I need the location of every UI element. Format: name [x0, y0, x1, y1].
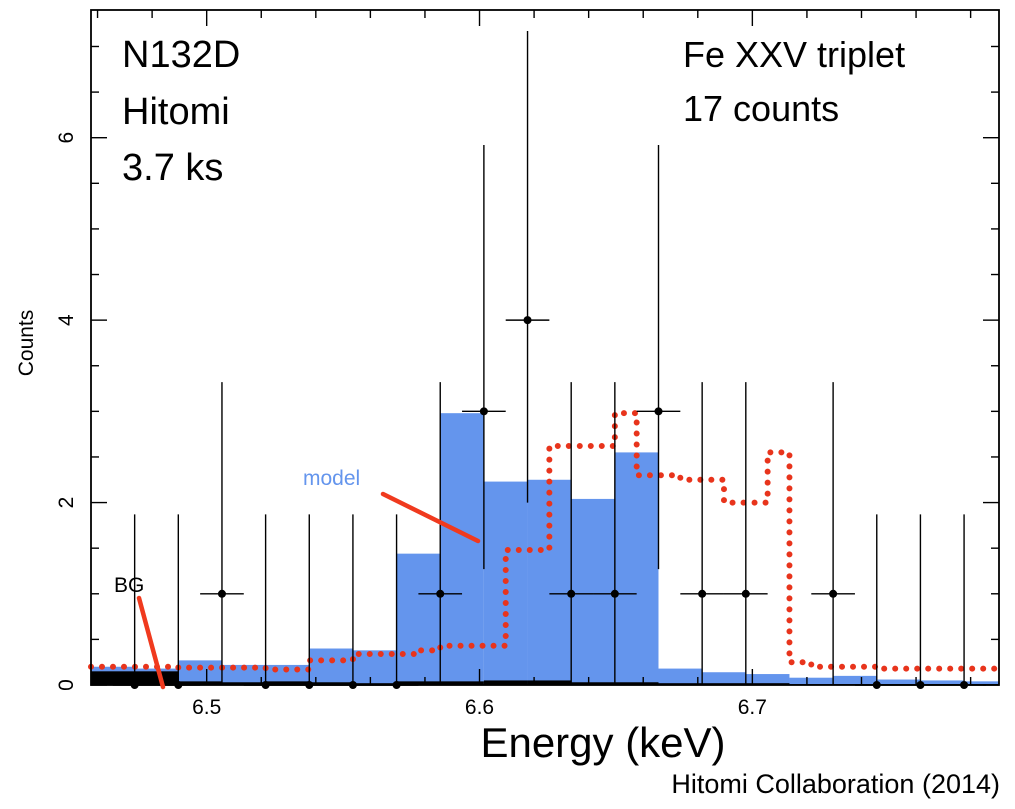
model-bar — [571, 498, 615, 685]
data-point — [698, 589, 707, 598]
data-point — [829, 589, 838, 598]
x-axis-label: Energy (keV) — [480, 719, 725, 766]
data-point — [610, 589, 619, 598]
model-bar — [658, 668, 703, 685]
annotation-top-right-2: 17 counts — [683, 88, 839, 129]
bg-bar — [745, 683, 790, 685]
model-bar — [833, 675, 877, 685]
bg-bar — [309, 682, 353, 685]
model-bar — [527, 479, 572, 685]
x-tick-label: 6.5 — [192, 696, 221, 719]
bg-bar — [702, 683, 746, 685]
y-tick-label: 6 — [55, 132, 78, 144]
annotation-top-left-1: N132D — [122, 34, 240, 76]
data-point — [654, 407, 663, 416]
plot-border — [90, 9, 1000, 686]
model-label: model — [303, 467, 360, 490]
data-points — [112, 30, 986, 689]
bg-bar — [134, 671, 179, 685]
data-point — [217, 589, 226, 598]
dotted-step-line — [88, 410, 1002, 673]
x-tick-label: 6.6 — [465, 696, 494, 719]
bg-bar — [178, 681, 222, 685]
bg-bar — [91, 671, 135, 685]
bg-bar — [571, 682, 615, 685]
bg-bar — [658, 683, 703, 685]
annotation-top-right-1: Fe XXV triplet — [683, 34, 905, 75]
y-axis-label: Counts — [15, 310, 38, 377]
model-bar — [178, 660, 222, 685]
x-tick-label: 6.7 — [738, 696, 767, 719]
bg-bar — [483, 680, 528, 685]
bg-bar — [265, 681, 310, 685]
plot-frame — [90, 9, 1000, 686]
annotation-top-left-2: Hitomi — [122, 91, 230, 133]
bg-bar — [396, 681, 441, 685]
model-bar — [876, 679, 921, 685]
data-point — [479, 407, 488, 416]
bg-bar — [440, 681, 484, 685]
bg-label: BG — [114, 574, 144, 597]
data-point — [567, 589, 576, 598]
model-bar — [396, 553, 441, 685]
model-histogram — [91, 413, 999, 685]
bg-bar — [614, 682, 659, 685]
label-pointers — [136, 491, 481, 690]
dotted-model-line — [88, 410, 1002, 673]
model-bar — [964, 681, 999, 685]
y-tick-label: 2 — [55, 497, 78, 509]
axis-ticks: 6.5 6.6 6.7 0 2 4 6 — [55, 10, 999, 719]
model-pointer-line — [380, 491, 481, 544]
y-tick-label: 0 — [55, 679, 78, 691]
data-point — [436, 589, 445, 598]
model-bar — [745, 674, 790, 685]
bg-pointer-line — [136, 595, 166, 690]
model-bar — [789, 677, 834, 685]
bg-bar — [352, 683, 397, 685]
model-bar — [614, 452, 659, 685]
annotation-top-left-3: 3.7 ks — [122, 147, 223, 189]
model-bar — [440, 413, 484, 685]
data-point — [523, 316, 532, 325]
bg-bar — [221, 682, 266, 685]
model-bar — [309, 648, 353, 685]
credit-text: Hitomi Collaboration (2014) — [671, 769, 1000, 799]
data-point — [741, 589, 750, 598]
model-bar — [702, 672, 746, 685]
y-tick-label: 4 — [55, 314, 78, 326]
model-bar — [920, 680, 965, 685]
bg-bar — [527, 680, 572, 685]
